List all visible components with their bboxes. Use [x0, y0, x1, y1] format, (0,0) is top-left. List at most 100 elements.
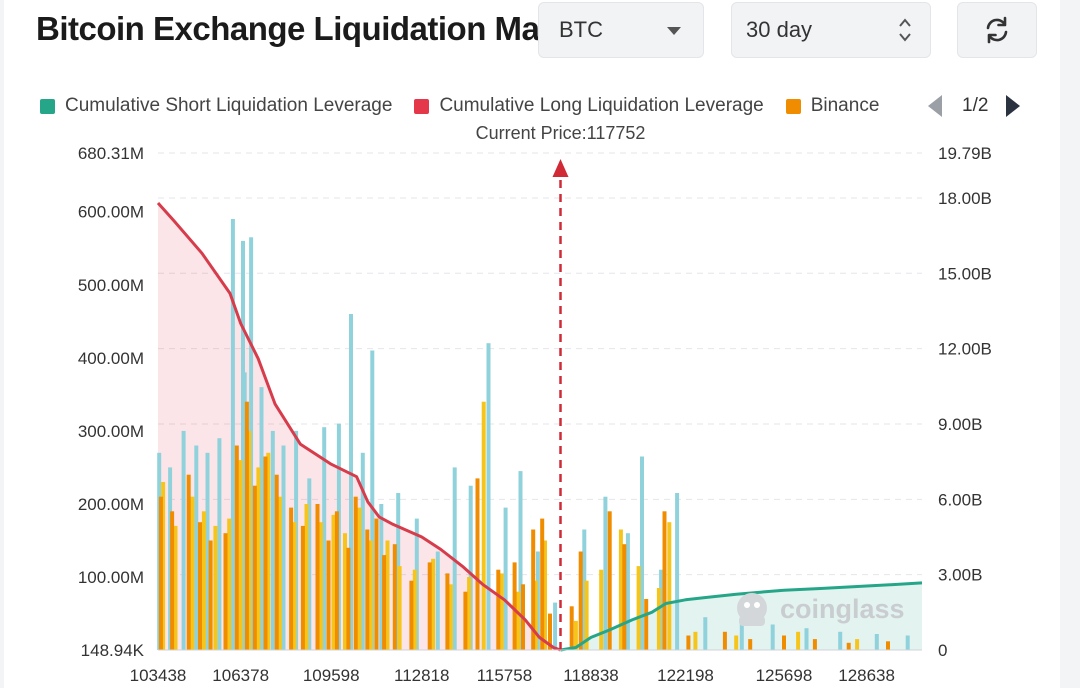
legend-next-icon[interactable] [1006, 95, 1021, 117]
y-left-tick-label: 100.00M [78, 568, 144, 587]
bar [503, 507, 508, 650]
liquidation-bars [157, 219, 910, 651]
bar [277, 496, 282, 650]
bar [392, 544, 397, 650]
y-right-tick-label: 6.00B [938, 490, 982, 509]
bar [427, 562, 432, 650]
bar [234, 445, 239, 650]
bar [158, 496, 163, 650]
legend-label-short: Cumulative Short Liquidation Leverage [65, 95, 393, 116]
bar [252, 485, 257, 650]
bar [475, 478, 480, 650]
bar [289, 507, 294, 650]
legend-prev-icon[interactable] [928, 95, 942, 117]
coin-select[interactable]: BTC [538, 2, 704, 58]
bar [548, 613, 552, 650]
bar [569, 606, 574, 650]
bar [722, 631, 727, 650]
bar [770, 624, 775, 650]
bar [693, 631, 698, 650]
x-tick-label: 118838 [563, 666, 618, 685]
x-tick-label: 103438 [130, 666, 187, 685]
bar [636, 566, 641, 650]
line-long [156, 201, 561, 652]
bar [379, 504, 384, 650]
bar [357, 507, 362, 650]
bar [161, 482, 166, 650]
coinglass-watermark: coinglass [737, 593, 905, 626]
bar [334, 511, 339, 650]
bar [412, 569, 417, 650]
x-tick-label: 115758 [477, 666, 532, 685]
bar [346, 547, 351, 650]
x-tick-label: 128638 [838, 666, 895, 685]
range-select[interactable]: 30 day [731, 2, 931, 58]
bar [409, 580, 414, 650]
bar [599, 569, 604, 650]
bar [181, 430, 186, 650]
current-price-label: Current Price:117752 [476, 123, 646, 143]
y-left-tick-label: 400.00M [78, 349, 144, 368]
x-tick-label: 112818 [394, 666, 449, 685]
legend-item-binance[interactable]: Binance [785, 95, 879, 117]
refresh-button[interactable] [957, 2, 1037, 58]
legend-page: 1/2 [962, 95, 989, 116]
bar [667, 522, 672, 650]
x-tick-label: 122198 [657, 666, 714, 685]
chevron-down-icon [667, 27, 681, 35]
current-price-line [552, 159, 569, 650]
legend-swatch-short [40, 98, 55, 114]
bar [315, 504, 320, 650]
watermark-text: coinglass [780, 594, 905, 624]
bar [230, 219, 235, 650]
bar [292, 522, 297, 650]
bar [238, 460, 243, 650]
bar [582, 529, 587, 650]
bar [397, 566, 402, 650]
bar [208, 540, 213, 650]
bar [578, 551, 583, 650]
bar [796, 631, 801, 650]
bar [445, 573, 450, 650]
y-left-tick-label: 600.00M [78, 203, 144, 222]
bar [227, 518, 232, 650]
bar [584, 580, 589, 650]
bar [223, 533, 228, 650]
bar [318, 522, 323, 650]
bar [782, 635, 786, 650]
bar [360, 452, 365, 650]
bar [186, 474, 191, 650]
bar [734, 635, 739, 650]
y-left-tick-label: 200.00M [78, 495, 144, 514]
legend-item-short[interactable]: Cumulative Short Liquidation Leverage [40, 95, 392, 117]
bar [812, 639, 817, 650]
bar [213, 525, 218, 650]
bar [385, 540, 390, 650]
bar [640, 456, 644, 650]
bar [281, 445, 286, 650]
legend: Cumulative Short Liquidation Leverage Cu… [40, 92, 910, 120]
bar [173, 525, 178, 650]
bar [531, 529, 536, 650]
bar [463, 591, 468, 650]
bar [263, 456, 268, 650]
bar [675, 493, 680, 650]
x-tick-label: 125698 [756, 666, 813, 685]
bar [518, 471, 523, 650]
refresh-icon [986, 16, 1008, 44]
bar [190, 496, 195, 650]
y-right-tick-label: 19.79B [938, 144, 992, 163]
bar [686, 635, 691, 650]
bar [644, 599, 649, 650]
bar [656, 588, 661, 650]
legend-item-long[interactable]: Cumulative Long Liquidation Leverage [414, 95, 764, 117]
updown-chevron-icon [899, 18, 911, 42]
y-right-tick-label: 18.00B [938, 189, 992, 208]
bar [540, 518, 545, 650]
page-title: Bitcoin Exchange Liquidation Map [36, 10, 560, 47]
bar [607, 511, 612, 650]
bar [516, 591, 521, 650]
coin-select-value: BTC [559, 17, 603, 42]
bar [573, 620, 578, 650]
